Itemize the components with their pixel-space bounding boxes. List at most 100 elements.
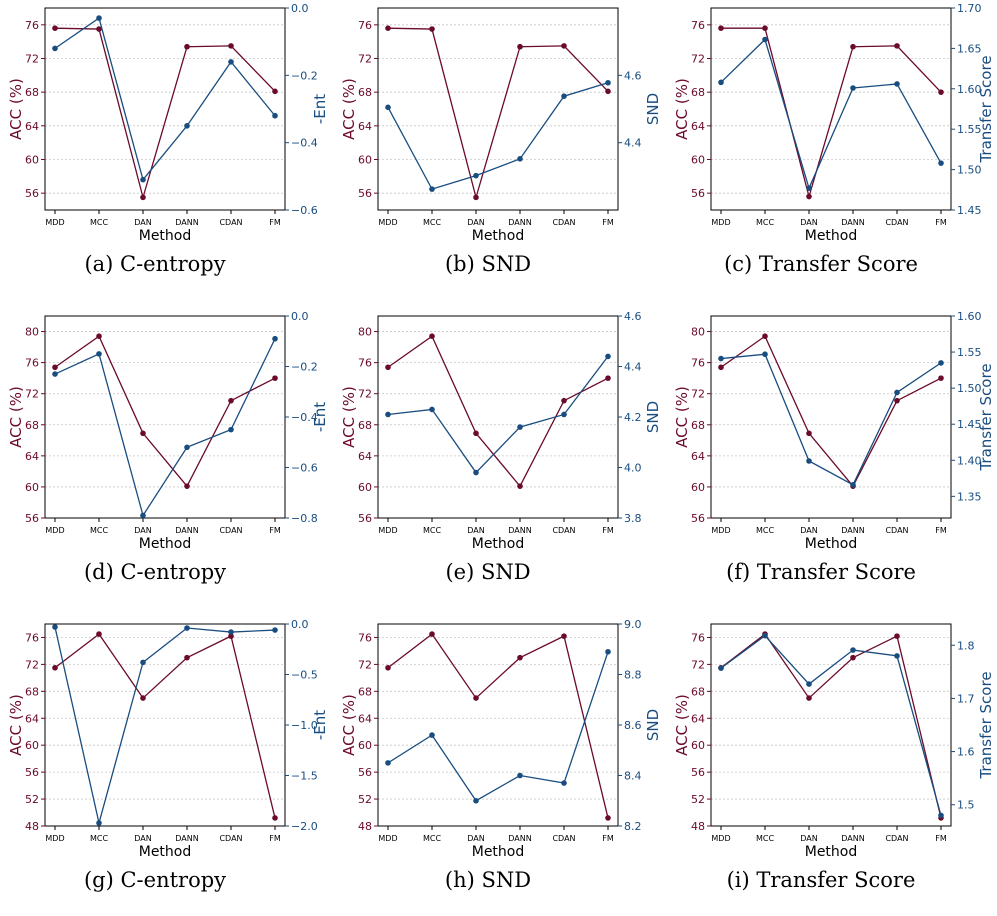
acc-series-line: [54, 27, 276, 200]
metric-point: [718, 79, 724, 86]
acc-point: [762, 333, 768, 339]
acc-series-line: [720, 633, 942, 819]
right-axis-title: Transfer Score: [977, 671, 995, 779]
left-tick-label: 56: [25, 766, 39, 779]
metric-point: [272, 335, 278, 342]
acc-point: [385, 364, 391, 371]
acc-point: [385, 25, 391, 32]
left-tick-label: 72: [25, 53, 39, 66]
right-tick-label: 1.7: [957, 692, 975, 705]
left-tick-label: 64: [691, 712, 705, 725]
left-axis-title: ACC (%): [340, 78, 358, 140]
x-tick-label: DANN: [175, 218, 198, 227]
metric-point: [140, 512, 146, 519]
left-tick-label: 60: [358, 739, 372, 752]
metric-point: [228, 629, 234, 635]
left-axis-title: ACC (%): [7, 78, 25, 140]
right-tick-label: 4.6: [624, 310, 642, 323]
metric-point: [806, 185, 812, 191]
metric-point: [228, 426, 234, 433]
right-axis-title: -Ent: [311, 710, 329, 740]
metric-point: [561, 93, 567, 100]
x-axis-title: Method: [805, 844, 858, 860]
right-tick-label: 3.8: [624, 512, 642, 525]
right-tick-label: −2.0: [291, 820, 318, 833]
x-tick-label: DAN: [467, 834, 484, 843]
metric-point: [429, 732, 435, 738]
right-tick-label: 1.40: [957, 454, 982, 467]
right-axis-title: Transfer Score: [977, 55, 995, 163]
metric-point: [228, 59, 234, 65]
metric-point: [762, 632, 768, 639]
x-tick-label: DANN: [508, 834, 531, 843]
right-tick-label: 1.60: [957, 83, 982, 96]
metric-point: [473, 172, 479, 179]
acc-series-line: [721, 27, 942, 199]
right-tick-label: 1.65: [957, 42, 982, 55]
x-tick-label: DAN: [134, 834, 151, 843]
right-tick-label: 1.8: [957, 639, 975, 652]
right-tick-label: 1.45: [957, 204, 982, 217]
metric-series-line: [387, 651, 609, 802]
acc-point: [605, 375, 611, 381]
chart-panel-6: 56 60 64 68 72 76 80 1.35 1.40 1.45 1.50 1.55 1.60 MD…: [666, 308, 996, 608]
acc-point: [52, 664, 58, 671]
x-axis-title: Method: [139, 844, 192, 860]
metric-point: [517, 424, 523, 430]
acc-point: [272, 88, 278, 95]
subfigure-caption: (h) SND: [444, 868, 532, 892]
left-axis-title: ACC (%): [673, 694, 691, 756]
left-tick-label: 56: [25, 512, 39, 525]
x-tick-label: MDD: [378, 834, 397, 843]
right-tick-label: 1.6: [957, 746, 975, 759]
acc-point: [228, 397, 234, 404]
plot-frame: [710, 623, 952, 827]
left-tick-label: 68: [358, 419, 372, 432]
right-tick-label: 4.4: [624, 361, 642, 374]
x-tick-label: DAN: [467, 526, 484, 535]
metric-series-line: [54, 626, 276, 824]
acc-point: [561, 43, 567, 49]
chart-panel-1: 56 60 64 68 72 76 −0.6 −0.4 −0.2 0.0 MDD MCC DAN DANN…: [0, 0, 330, 300]
acc-point: [385, 664, 391, 671]
acc-series-line: [387, 633, 609, 819]
acc-point: [561, 397, 567, 404]
x-tick-label: CDAN: [552, 834, 575, 843]
chart-panel-3: 56 60 64 68 72 76 1.45 1.50 1.55 1.60 1.65 1.70 MDD M…: [666, 0, 996, 300]
metric-point: [561, 411, 567, 418]
x-tick-label: CDAN: [219, 834, 242, 843]
plot-frame: [377, 623, 619, 827]
acc-point: [894, 633, 900, 639]
acc-point: [184, 654, 190, 661]
left-tick-label: 72: [25, 388, 39, 401]
left-tick-label: 60: [358, 154, 372, 167]
acc-point: [718, 364, 724, 371]
acc-point: [850, 654, 856, 661]
metric-point: [52, 624, 58, 630]
subfigure-caption: (c) Transfer Score: [724, 252, 918, 276]
metric-point: [762, 351, 768, 358]
x-tick-label: DAN: [467, 218, 484, 227]
left-tick-label: 80: [358, 326, 372, 339]
x-axis-title: Method: [805, 228, 858, 244]
left-tick-label: 76: [691, 357, 705, 370]
left-tick-label: 76: [25, 631, 39, 644]
left-tick-label: 64: [691, 120, 705, 133]
x-tick-label: MDD: [45, 834, 64, 843]
x-tick-label: DAN: [134, 526, 151, 535]
x-tick-label: FM: [269, 526, 281, 535]
acc-point: [228, 43, 234, 49]
metric-point: [850, 482, 856, 488]
acc-point: [938, 89, 944, 95]
left-tick-label: 80: [25, 326, 39, 339]
x-tick-label: DANN: [175, 834, 198, 843]
x-tick-label: CDAN: [885, 218, 908, 227]
acc-point: [473, 430, 479, 437]
chart-svg: 48 52 56 60 64 68 72 76 8.2 8.4 8.6 8.8 9.0 MDD MCC DAN…: [340, 618, 662, 860]
x-tick-label: MDD: [711, 218, 730, 227]
right-axis-title: -Ent: [311, 402, 329, 432]
acc-point: [140, 695, 146, 701]
x-tick-label: CDAN: [885, 526, 908, 535]
metric-point: [718, 665, 724, 671]
right-tick-label: 8.4: [624, 770, 642, 783]
